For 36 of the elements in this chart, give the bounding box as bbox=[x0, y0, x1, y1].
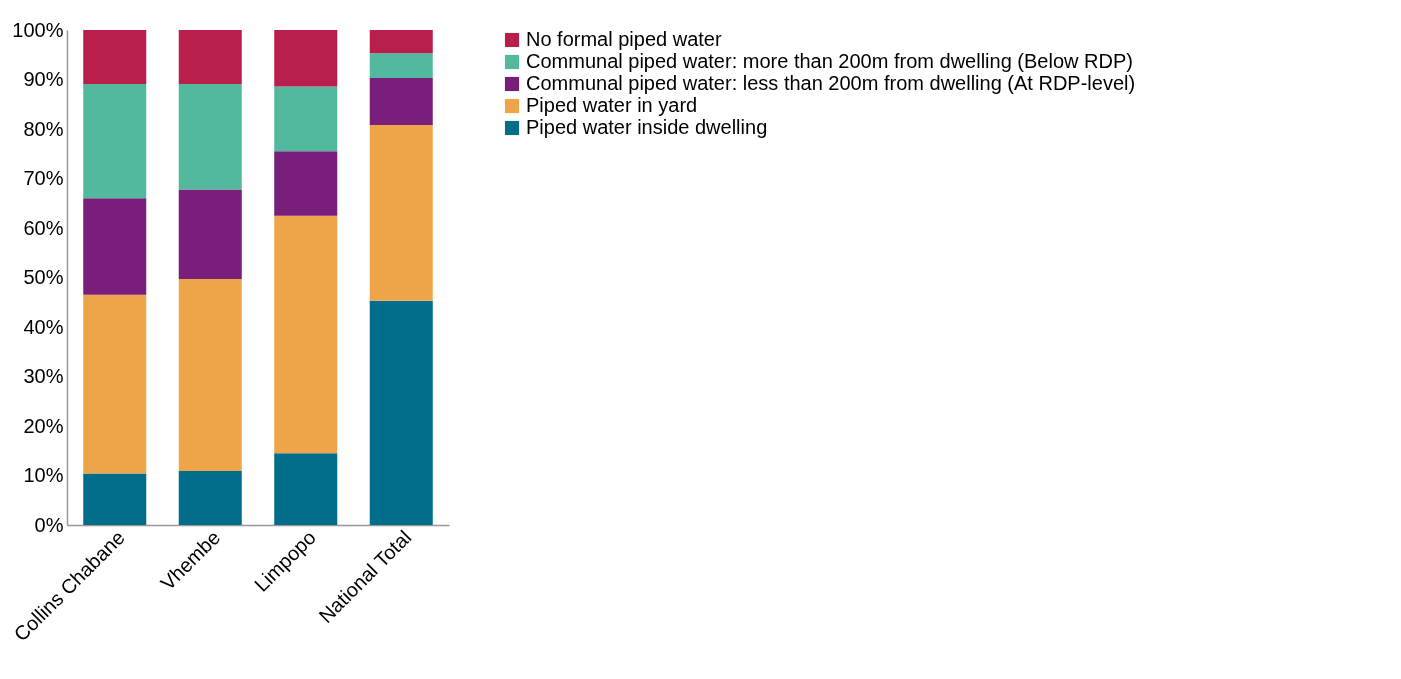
y-tick-label: 10% bbox=[23, 464, 64, 486]
bar bbox=[369, 78, 433, 126]
y-tick-label: 40% bbox=[23, 315, 64, 338]
bar bbox=[83, 294, 147, 474]
y-tick-label: 80% bbox=[23, 117, 64, 140]
legend-label: Communal piped water: more than 200m from dwelling (Below RDP) bbox=[526, 50, 1133, 72]
bar bbox=[274, 215, 338, 454]
bar bbox=[178, 278, 242, 472]
y-tick-label: 0% bbox=[34, 513, 64, 536]
legend-label: No formal piped water bbox=[526, 28, 722, 50]
bar bbox=[83, 473, 147, 525]
y-tick-label: 30% bbox=[23, 365, 64, 387]
bar bbox=[274, 151, 338, 216]
bar bbox=[274, 86, 338, 152]
bar bbox=[369, 125, 433, 301]
y-tick-label: 50% bbox=[23, 266, 64, 288]
y-tick-label: 70% bbox=[23, 167, 64, 189]
bar bbox=[274, 30, 338, 87]
legend-label: Piped water in yard bbox=[526, 94, 698, 116]
y-tick-label: 90% bbox=[23, 68, 64, 90]
bar bbox=[83, 83, 147, 199]
bar bbox=[83, 198, 147, 295]
bar bbox=[369, 30, 433, 54]
y-tick-label: 100% bbox=[12, 18, 64, 41]
bar bbox=[178, 471, 242, 525]
y-tick-label: 20% bbox=[23, 414, 64, 437]
legend-label: Communal piped water: less than 200m from dwelling (At RDP-level) bbox=[526, 72, 1136, 94]
bar bbox=[274, 453, 338, 525]
bar bbox=[178, 83, 242, 190]
bar bbox=[369, 300, 433, 525]
bar bbox=[178, 30, 242, 84]
y-tick-label: 60% bbox=[23, 216, 64, 239]
legend-label: Piped water inside dwelling bbox=[526, 116, 768, 138]
bar bbox=[369, 53, 433, 79]
bar bbox=[178, 189, 242, 279]
bar bbox=[83, 30, 147, 84]
